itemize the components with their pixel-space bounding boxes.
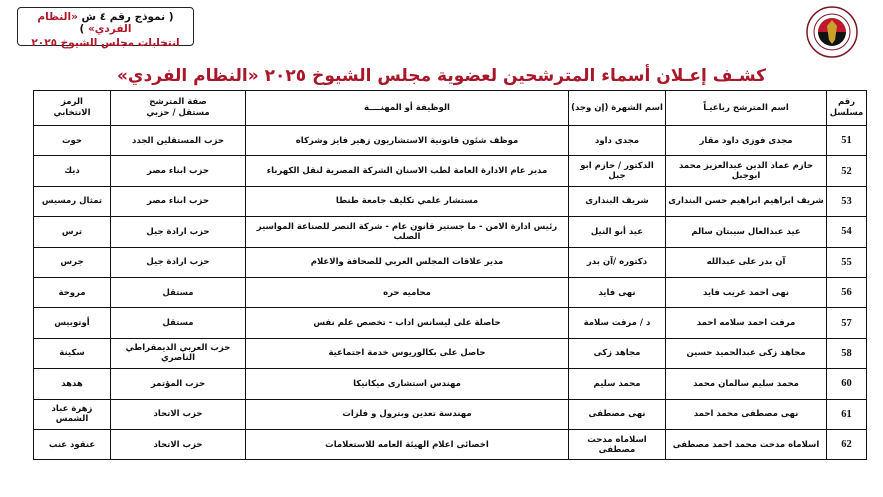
status-cell: حزب المستقلين الجدد [110, 124, 246, 157]
job-cell: مدير علاقات المجلس العربي للصحافة والاعل… [245, 246, 569, 278]
table-row: 58 مجاهد زكى عبدالحميد حسين مجاهد زكى حاصل … [33, 337, 867, 370]
serial-cell: 53 [826, 185, 867, 218]
name-cell: مجاهد زكى عبدالحميد حسين [665, 337, 827, 370]
status-cell: حزب ابناء مصر [110, 185, 246, 218]
serial-cell: 58 [826, 337, 867, 370]
form-number-box: ( نموذج رقم ٤ ش «النظام الفردي» ) انتخاب… [17, 7, 194, 49]
serial-cell: 60 [826, 368, 867, 400]
job-cell: رئيس ادارة الامن - ما جستير قانون عام - … [245, 216, 569, 248]
symbol-cell: عنقود عنب [33, 428, 111, 461]
form-system-label: «النظام الفردي» [37, 11, 132, 35]
symbol-cell: ديك [33, 155, 111, 187]
table-row: 51 مجدى فوزى داود مقار مجدى داود موظف شئون … [33, 124, 867, 157]
job-cell: اخصائى اعلام الهيئة العامه للاستعلامات [245, 428, 569, 461]
serial-cell: 62 [826, 428, 867, 461]
form-number-suffix: ) [79, 23, 89, 35]
symbol-cell: مروحة [33, 276, 111, 309]
job-cell: حاصلة على ليسانس اداب - تخصص علم نفس [245, 307, 569, 339]
page-title: كشـف إعـلان أسماء المترشحين لعضوية مجلس … [116, 66, 767, 86]
header-serial: رقم مسلسل [826, 90, 867, 126]
serial-cell: 57 [826, 307, 867, 339]
serial-cell: 56 [826, 276, 867, 309]
nickname-cell: الدكتور / حازم ابو جبل [568, 155, 666, 187]
form-number-prefix: ( نموذج رقم ٤ ش [77, 11, 174, 23]
symbol-cell: سكينة [33, 337, 111, 370]
table-row: 57 مرفت احمد سلامه احمد د / مرفت سلامة حاصل… [33, 307, 867, 339]
name-cell: مجدى فوزى داود مقار [665, 124, 827, 157]
status-cell: حزب الاتحاد [110, 398, 246, 430]
header-nickname: اسم الشهرة (إن وجد) [568, 90, 666, 126]
form-number-line: ( نموذج رقم ٤ ش «النظام الفردي» ) [18, 11, 193, 35]
serial-cell: 52 [826, 155, 867, 187]
status-cell: حزب ابناء مصر [110, 155, 246, 187]
header-status-line2: مستقل / حزبي [146, 108, 210, 118]
header-status-line1: صفة المترشح [149, 97, 207, 107]
serial-cell: 54 [826, 216, 867, 248]
nickname-cell: دكتوره /آن بدر [568, 246, 666, 278]
name-cell: شريف ابراهيم ابراهيم حسن البندارى [665, 185, 827, 218]
name-cell: نهى مصطفى محمد احمد [665, 398, 827, 430]
status-cell: حزب ارادة جيل [110, 216, 246, 248]
header-status: صفة المترشح مستقل / حزبي [110, 90, 246, 126]
status-cell: حزب المؤتمر [110, 368, 246, 400]
job-cell: موظف شئون قانونية الاستشاريون زهير فايز … [245, 124, 569, 157]
symbol-cell: تمثال رمسيس [33, 185, 111, 218]
table-row: 62 اسلاماه مدحت محمد احمد مصطفى اسلاماه مد… [33, 428, 867, 461]
symbol-cell: جرس [33, 246, 111, 278]
header-name: اسم المترشح رباعيـاً [665, 90, 827, 126]
nickname-cell: نهى مصطفى [568, 398, 666, 430]
symbol-cell: حوت [33, 124, 111, 157]
nickname-cell: نهى فايد [568, 276, 666, 309]
symbol-cell: أوتوبيس [33, 307, 111, 339]
table-row: 54 عيد عبدالعال سيبتان سالم عيد أبو النيل ر… [33, 216, 867, 248]
job-cell: مهندس استشارى ميكانيكا [245, 368, 569, 400]
table-row: 53 شريف ابراهيم ابراهيم حسن البندارى شريف … [33, 185, 867, 218]
job-cell: مهندسة تعدين وبترول و فلزات [245, 398, 569, 430]
job-cell: مستشار علمي تكليف جامعة طنطا [245, 185, 569, 218]
job-cell: مدير عام الادارة العامة لطب الاسنان الشر… [245, 155, 569, 187]
table-row: 56 نهى احمد غريب فايد نهى فايد محاميه حره مس… [33, 276, 867, 309]
name-cell: محمد سليم سالمان محمد [665, 368, 827, 400]
national-election-authority-logo [806, 6, 858, 58]
header-job: الوظيفة أو المهنــــة [245, 90, 569, 126]
job-cell: محاميه حره [245, 276, 569, 309]
table-row: 52 حازم عماد الدين عبدالعزيز محمد ابوجبل ا… [33, 155, 867, 187]
symbol-cell: زهرة عباد الشمس [33, 398, 111, 430]
name-cell: اسلاماه مدحت محمد احمد مصطفى [665, 428, 827, 461]
nickname-cell: اسلاماه مدحت مصطفى [568, 428, 666, 461]
nickname-cell: مجاهد زكى [568, 337, 666, 370]
name-cell: حازم عماد الدين عبدالعزيز محمد ابوجبل [665, 155, 827, 187]
nickname-cell: شريف البندارى [568, 185, 666, 218]
status-cell: مستقل [110, 276, 246, 309]
table-row: 60 محمد سليم سالمان محمد محمد سليم مهندس اس… [33, 368, 867, 400]
serial-cell: 61 [826, 398, 867, 430]
table-row: 61 نهى مصطفى محمد احمد نهى مصطفى مهندسة تعد… [33, 398, 867, 430]
status-cell: حزب الاتحاد [110, 428, 246, 461]
header-symbol-line2: الانتخابي [53, 108, 91, 118]
status-cell: حزب ارادة جيل [110, 246, 246, 278]
nickname-cell: محمد سليم [568, 368, 666, 400]
nickname-cell: مجدى داود [568, 124, 666, 157]
nickname-cell: د / مرفت سلامة [568, 307, 666, 339]
status-cell: مستقل [110, 307, 246, 339]
status-cell: حزب العربي الديمقراطي الناصري [110, 337, 246, 370]
symbol-cell: ترس [33, 216, 111, 248]
election-label: انتخابات مجلس الشيوخ ٢٠٢٥ [31, 37, 180, 49]
serial-cell: 55 [826, 246, 867, 278]
candidates-table: رقم مسلسل اسم المترشح رباعيـاً اسم الشهر… [33, 90, 867, 461]
name-cell: مرفت احمد سلامه احمد [665, 307, 827, 339]
job-cell: حاصل على بكالوريوس خدمة اجتماعية [245, 337, 569, 370]
symbol-cell: هدهد [33, 368, 111, 400]
table-header-row: رقم مسلسل اسم المترشح رباعيـاً اسم الشهر… [33, 90, 867, 126]
header-symbol-line1: الرمز [61, 97, 83, 107]
header-symbol: الرمز الانتخابي [33, 90, 111, 126]
nickname-cell: عيد أبو النيل [568, 216, 666, 248]
serial-cell: 51 [826, 124, 867, 157]
table-row: 55 آن بدر على عبدالله دكتوره /آن بدر مدير ع… [33, 246, 867, 278]
name-cell: نهى احمد غريب فايد [665, 276, 827, 309]
name-cell: عيد عبدالعال سيبتان سالم [665, 216, 827, 248]
name-cell: آن بدر على عبدالله [665, 246, 827, 278]
